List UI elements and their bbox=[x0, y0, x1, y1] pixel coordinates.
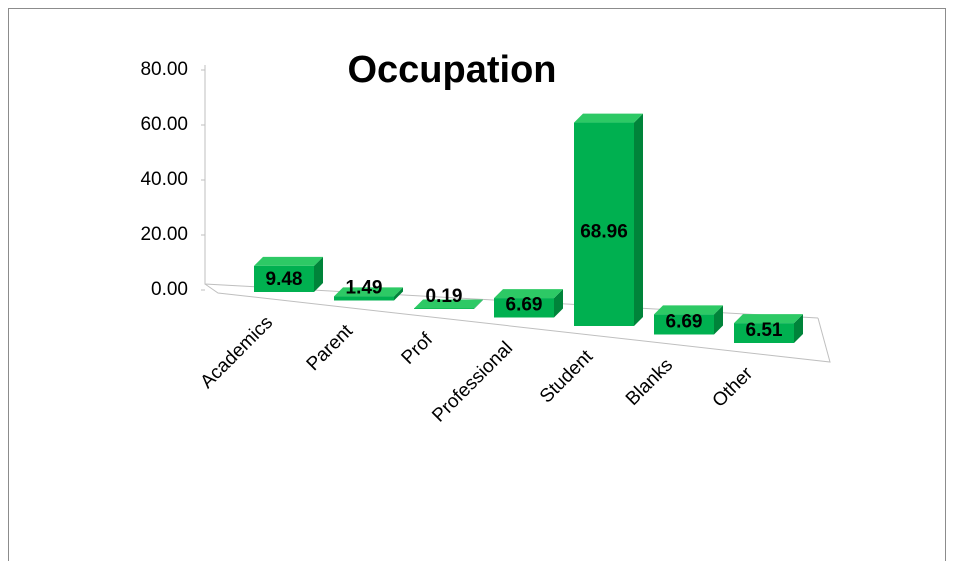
bar bbox=[414, 308, 474, 309]
bar bbox=[494, 298, 554, 318]
y-tick-label: 80.00 bbox=[140, 59, 188, 80]
bar-side bbox=[474, 299, 483, 309]
bar-top bbox=[254, 256, 323, 266]
y-tick-label: 0.00 bbox=[151, 279, 188, 300]
bar-side bbox=[314, 256, 323, 292]
y-tick-label: 40.00 bbox=[140, 169, 188, 190]
bar bbox=[574, 122, 634, 327]
bar bbox=[254, 265, 314, 292]
bar-top bbox=[574, 113, 643, 123]
bar-side bbox=[554, 289, 563, 318]
bar-side bbox=[794, 314, 803, 343]
bar-top bbox=[654, 305, 723, 315]
data-label: 6.51 bbox=[746, 320, 783, 341]
bar-side bbox=[394, 287, 403, 301]
data-label: 0.19 bbox=[426, 286, 463, 307]
chart-title: Occupation bbox=[347, 49, 556, 91]
bar bbox=[334, 296, 394, 301]
data-label: 68.96 bbox=[580, 222, 628, 243]
data-label: 6.69 bbox=[506, 295, 543, 316]
bar-top bbox=[414, 299, 483, 309]
data-label: 1.49 bbox=[346, 278, 383, 299]
floor bbox=[204, 283, 831, 363]
bar-top bbox=[734, 314, 803, 324]
bar-side bbox=[634, 113, 643, 327]
bar-top bbox=[494, 289, 563, 299]
data-label: 6.69 bbox=[666, 312, 703, 333]
bar bbox=[734, 323, 794, 343]
bar-top bbox=[334, 287, 403, 297]
chart-frame bbox=[8, 8, 946, 561]
y-tick-label: 60.00 bbox=[140, 114, 188, 135]
data-label: 9.48 bbox=[266, 269, 303, 290]
bar-side bbox=[714, 305, 723, 335]
bar bbox=[654, 314, 714, 335]
y-tick-label: 20.00 bbox=[140, 224, 188, 245]
